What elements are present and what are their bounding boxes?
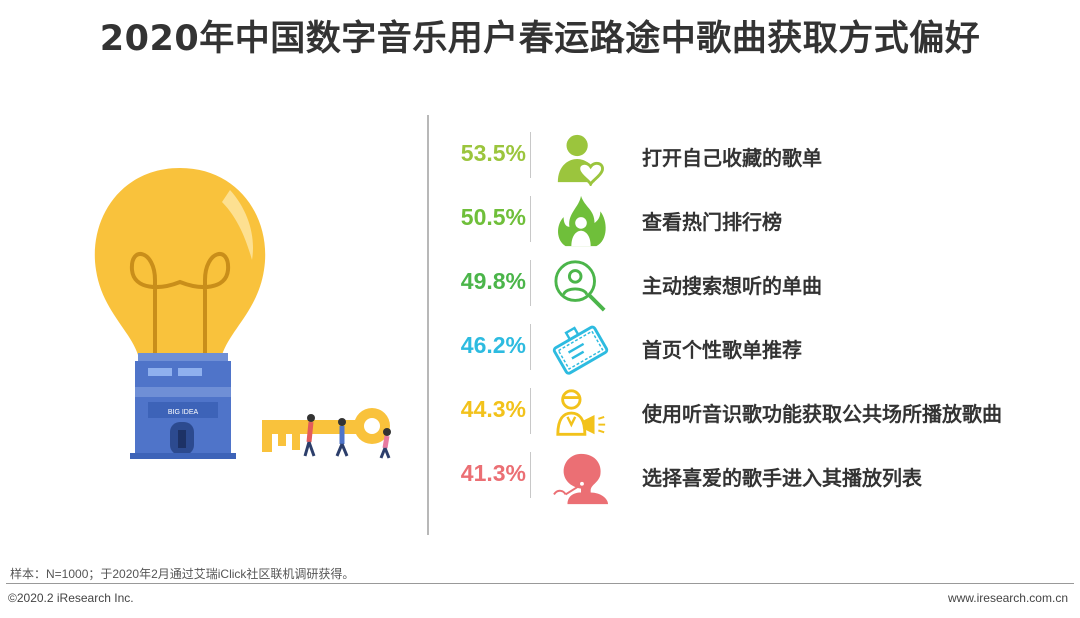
category-label: 主动搜索想听的单曲 <box>642 274 822 298</box>
page-title: 2020年中国数字音乐用户春运路途中歌曲获取方式偏好 <box>99 19 981 59</box>
category-label: 查看热门排行榜 <box>642 210 782 234</box>
list-item: 44.3% 使用听音识歌功能获取公共场所播放歌曲 <box>440 386 1060 446</box>
list-item: 41.3% 选择喜爱的歌手进入其播放列表 <box>440 450 1060 510</box>
percentage-label: 49.8% <box>460 268 526 294</box>
category-label: 打开自己收藏的歌单 <box>642 146 822 170</box>
row-separator <box>530 324 531 370</box>
row-separator <box>530 260 531 306</box>
playlist-card-icon <box>552 325 609 375</box>
list-item: 53.5% 打开自己收藏的歌单 <box>440 130 1060 190</box>
bulb-base-text: BIG IDEA <box>168 409 199 416</box>
lightbulb-icon: BIG IDEA <box>94 168 391 459</box>
vertical-divider <box>427 115 429 535</box>
footer-divider <box>6 583 1074 584</box>
list-item: 49.8% 主动搜索想听的单曲 <box>440 258 1060 318</box>
row-separator <box>530 132 531 178</box>
speaker-person-icon <box>556 389 606 436</box>
list-item: 50.5% 查看热门排行榜 <box>440 194 1060 254</box>
search-person-icon <box>554 260 606 312</box>
row-separator <box>530 452 531 498</box>
sample-footnote: 样本：N=1000；于2020年2月通过艾瑞iClick社区联机调研获得。 <box>10 567 355 581</box>
lightbulb-key-illustration: BIG IDEA <box>80 150 410 470</box>
user-heart-icon <box>557 134 604 186</box>
percentage-label: 50.5% <box>460 204 526 230</box>
percentage-label: 44.3% <box>460 396 526 422</box>
flame-icon <box>558 195 606 247</box>
row-separator <box>530 196 531 242</box>
singer-icon <box>553 453 609 505</box>
row-separator <box>530 388 531 434</box>
website-url: www.iresearch.com.cn <box>947 591 1068 605</box>
percentage-label: 41.3% <box>460 460 526 486</box>
list-item: 46.2% 首页个性歌单推荐 <box>440 322 1060 382</box>
category-label: 使用听音识歌功能获取公共场所播放歌曲 <box>642 402 1002 426</box>
percentage-label: 53.5% <box>460 140 526 166</box>
category-label: 首页个性歌单推荐 <box>642 338 802 362</box>
preference-list: 53.5% 打开自己收藏的歌单 50.5% 查看热门排行榜 49.8% 主动搜索想听的单曲… <box>440 130 1060 520</box>
copyright-text: ©2020.2 iResearch Inc. <box>8 591 134 605</box>
category-label: 选择喜爱的歌手进入其播放列表 <box>642 466 922 490</box>
percentage-label: 46.2% <box>460 332 526 358</box>
